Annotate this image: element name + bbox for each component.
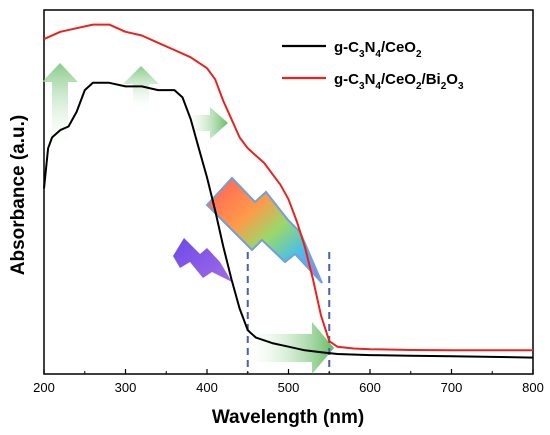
x-tick-label-6: 800 — [522, 380, 544, 395]
legend-label-0: g-C3N4/CeO2 — [334, 39, 422, 60]
y-axis-title: Absorbance (a.u.) — [8, 115, 29, 275]
legend: g-C3N4/CeO2 g-C3N4/CeO2/Bi2O3 — [282, 39, 464, 92]
x-tick-label-1: 300 — [115, 380, 137, 395]
plot-frame — [43, 9, 534, 375]
legend-label-1: g-C3N4/CeO2/Bi2O3 — [334, 71, 464, 92]
rainbow-lightning-icon — [205, 176, 323, 284]
x-tick-label-0: 200 — [33, 380, 55, 395]
x-axis-title: Wavelength (nm) — [212, 407, 364, 428]
x-ticks: 200 300 400 500 600 700 800 — [33, 369, 544, 395]
violet-lightning-icon — [173, 238, 232, 282]
series-line-0 — [43, 81, 534, 359]
green-arrow-up-left — [42, 63, 78, 144]
x-tick-label-2: 400 — [196, 380, 218, 395]
green-arrow-right-top — [187, 107, 228, 139]
series-line-1 — [43, 23, 533, 352]
x-tick-label-3: 500 — [278, 380, 300, 395]
x-tick-label-4: 600 — [359, 380, 381, 395]
x-tick-label-5: 700 — [441, 380, 463, 395]
series-layer — [43, 23, 534, 359]
